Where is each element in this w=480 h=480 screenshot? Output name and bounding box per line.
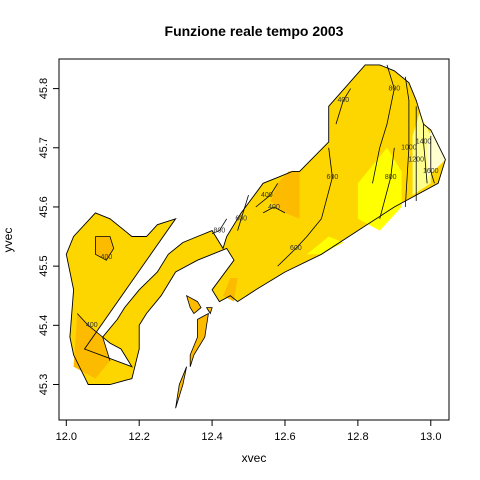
contour-line-400-4 (335, 88, 351, 125)
y-tick-label-4: 45.7 (38, 137, 50, 158)
y-tick-label-5: 45.8 (38, 78, 50, 99)
domain-fill (66, 64, 446, 385)
domain-border (65, 64, 446, 385)
contour-labels: 400 400 400 400 400 600 800 600 600 800 800 1000 120… (86, 85, 439, 329)
contour-label-0: 400 (101, 254, 113, 261)
contour-label-13: 1400 (416, 139, 432, 146)
region-yellow-4 (357, 147, 402, 231)
contour-lines (76, 64, 435, 361)
x-tick-label-2: 12.4 (201, 431, 222, 443)
y-tick-label-0: 45.3 (38, 374, 50, 395)
island-1 (205, 307, 213, 315)
contour-label-1: 400 (86, 322, 98, 329)
y-tick-label-2: 45.5 (38, 255, 50, 276)
contour-line-800-6 (211, 218, 228, 234)
contour-line-600-8 (321, 147, 333, 219)
contour-line-800-9 (372, 64, 395, 184)
plot-area: 400 400 400 400 400 600 800 600 600 800 800 1000 120… (65, 64, 446, 409)
region-orange-1 (73, 313, 110, 379)
contour-line-400-2 (255, 183, 279, 208)
contour-label-11: 1000 (401, 145, 417, 152)
x-tick-label-5: 13.0 (420, 431, 441, 443)
contour-line-1400-13 (423, 124, 428, 184)
island-2 (189, 312, 209, 367)
contour-line-400-0 (95, 236, 115, 261)
contour-label-7: 600 (290, 245, 302, 252)
contour-line-600-7 (277, 218, 322, 267)
contour-label-8: 600 (327, 174, 339, 181)
x-tick-label-4: 12.8 (347, 431, 368, 443)
contour-line-1600-14 (430, 135, 435, 184)
island-0 (185, 294, 202, 315)
y-axis: 45.3 45.4 45.5 45.6 45.7 45.8 (38, 78, 59, 395)
region-paleyellow-7 (427, 130, 446, 178)
contour-label-5: 600 (235, 216, 247, 223)
contour-line-1000-11 (404, 76, 410, 208)
region-orange-3 (223, 278, 238, 302)
y-tick-label-1: 45.4 (38, 315, 50, 336)
contour-line-800-10 (379, 147, 395, 219)
contour-label-6: 800 (214, 227, 226, 234)
region-orange-0 (95, 236, 114, 261)
x-axis: 12.0 12.2 12.4 12.6 12.8 13.0 (56, 420, 441, 443)
y-axis-label: yvec (1, 228, 15, 253)
contour-label-12: 1200 (408, 156, 424, 163)
x-tick-label-1: 12.2 (128, 431, 149, 443)
x-tick-label-3: 12.6 (274, 431, 295, 443)
contour-label-3: 400 (268, 204, 280, 211)
island-3 (175, 366, 187, 409)
contour-label-4: 400 (337, 97, 349, 104)
contour-label-10: 800 (385, 174, 397, 181)
y-tick-label-3: 45.6 (38, 196, 50, 217)
contour-label-9: 800 (388, 85, 400, 92)
plot-frame (58, 58, 450, 421)
region-orange-2 (270, 171, 300, 219)
domain-outline (65, 64, 446, 385)
chart-title: Funzione reale tempo 2003 (165, 23, 344, 39)
contour-label-2: 400 (261, 192, 273, 199)
x-axis-label: xvec (242, 451, 267, 465)
contour-line-600-5 (237, 194, 249, 231)
x-tick-label-0: 12.0 (56, 431, 77, 443)
region-yellow-5 (306, 236, 344, 255)
contour-label-14: 1600 (423, 168, 439, 175)
contour-line-400-1 (76, 313, 111, 361)
contour-line-400-3 (262, 206, 286, 214)
